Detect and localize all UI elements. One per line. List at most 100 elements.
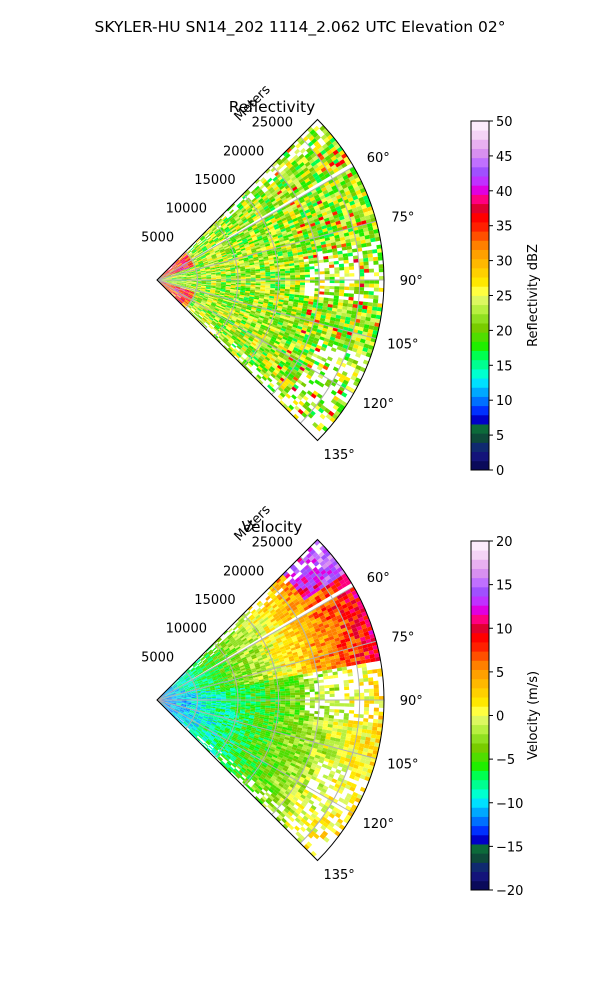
data-cell (270, 269, 276, 273)
data-cell (175, 259, 180, 264)
data-cell (243, 334, 250, 340)
data-cell (324, 288, 330, 293)
data-cell (268, 633, 274, 638)
data-cell (175, 271, 181, 274)
data-cell (206, 228, 212, 233)
data-cell (286, 338, 293, 343)
data-cell (263, 196, 269, 202)
data-cell (168, 268, 174, 272)
data-cell (241, 305, 247, 309)
data-cell (223, 311, 229, 315)
data-cell (289, 173, 295, 180)
data-cell (301, 248, 308, 252)
data-cell (166, 283, 171, 286)
data-cell (275, 617, 282, 623)
data-cell (257, 318, 263, 323)
data-cell (290, 351, 297, 357)
data-cell (266, 231, 272, 236)
data-cell (242, 194, 248, 200)
data-cell (258, 602, 264, 608)
data-cell (292, 205, 298, 211)
data-cell (304, 266, 310, 270)
data-cell (229, 294, 235, 297)
data-cell (211, 226, 216, 231)
data-cell (214, 668, 220, 672)
data-cell (229, 637, 235, 643)
data-cell (280, 282, 286, 285)
data-cell (292, 250, 298, 254)
data-cell (277, 210, 284, 216)
data-cell (207, 299, 213, 303)
data-cell (263, 300, 269, 304)
data-cell (172, 264, 177, 268)
data-cell (240, 355, 246, 361)
data-cell (161, 278, 167, 280)
data-cell (230, 656, 236, 661)
data-cell (177, 292, 183, 296)
data-cell (171, 282, 177, 284)
data-cell (285, 244, 292, 248)
data-cell (290, 284, 296, 288)
data-cell (238, 260, 244, 263)
data-cell (181, 275, 187, 277)
data-cell (257, 303, 263, 307)
data-cell (183, 684, 189, 688)
data-cell (182, 253, 187, 258)
data-cell (248, 229, 254, 233)
data-cell (206, 274, 212, 276)
data-cell (336, 223, 343, 229)
data-cell (181, 275, 187, 277)
data-cell (377, 303, 383, 308)
data-cell (176, 277, 182, 279)
data-cell (274, 316, 280, 320)
data-cell (179, 677, 184, 681)
data-cell (181, 296, 186, 300)
data-cell (348, 266, 355, 270)
data-cell (316, 226, 323, 231)
data-cell (345, 316, 351, 322)
data-cell (288, 258, 294, 262)
data-cell (225, 290, 231, 293)
data-cell (372, 256, 379, 262)
data-cell (189, 290, 195, 293)
data-cell (249, 262, 255, 266)
data-cell (256, 322, 262, 327)
data-cell (219, 658, 225, 662)
data-cell (364, 283, 370, 288)
data-cell (334, 286, 340, 290)
data-cell (232, 241, 238, 245)
data-cell (358, 326, 364, 332)
data-cell (290, 328, 297, 334)
data-cell (181, 276, 187, 278)
data-cell (214, 291, 220, 294)
data-cell (186, 275, 192, 277)
data-cell (191, 248, 196, 253)
data-cell (218, 259, 224, 263)
data-cell (282, 198, 289, 204)
data-cell (251, 224, 258, 230)
data-cell (233, 312, 239, 317)
data-cell (316, 598, 322, 604)
data-cell (274, 240, 280, 244)
data-cell (230, 277, 236, 279)
data-cell (335, 614, 342, 620)
data-cell (270, 637, 276, 642)
data-cell (303, 298, 309, 302)
data-cell (361, 308, 368, 314)
data-cell (309, 549, 316, 556)
data-cell (298, 139, 305, 146)
data-cell (261, 606, 267, 612)
data-cell (353, 258, 359, 263)
data-cell (170, 271, 176, 275)
data-cell (343, 214, 350, 220)
data-cell (216, 304, 222, 307)
data-cell (285, 241, 291, 246)
data-cell (215, 289, 221, 292)
data-cell (334, 217, 341, 223)
data-cell (269, 241, 275, 246)
data-cell (242, 336, 249, 341)
data-cell (202, 231, 207, 236)
data-cell (184, 265, 189, 269)
data-cell (328, 190, 335, 196)
data-cell (249, 293, 255, 296)
